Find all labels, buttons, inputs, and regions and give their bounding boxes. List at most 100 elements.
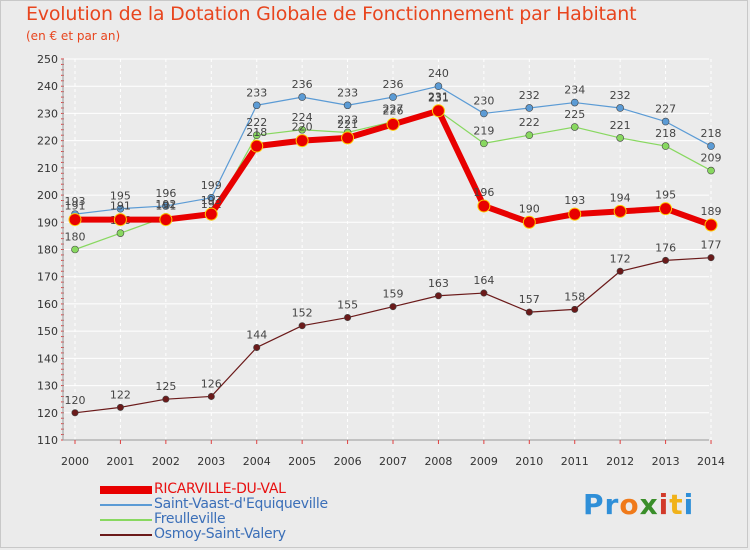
data-label: 199 xyxy=(201,179,222,192)
x-tick-label: 2014 xyxy=(697,455,725,468)
x-tick-label: 2007 xyxy=(379,455,407,468)
logo-letter: t xyxy=(669,488,684,521)
x-tick-label: 2009 xyxy=(470,455,498,468)
data-label: 221 xyxy=(610,119,631,132)
data-label: 120 xyxy=(65,394,86,407)
data-label: 222 xyxy=(246,116,267,129)
data-point xyxy=(252,131,261,139)
data-label: 193 xyxy=(201,194,222,207)
data-point xyxy=(704,218,718,232)
y-tick-label: 240 xyxy=(37,80,58,93)
data-point xyxy=(68,213,82,227)
data-label: 122 xyxy=(110,388,131,401)
data-label: 222 xyxy=(519,116,540,129)
data-point xyxy=(162,395,170,403)
data-label: 159 xyxy=(383,288,404,301)
data-label: 191 xyxy=(110,200,131,213)
data-point xyxy=(71,409,79,417)
x-tick-label: 2003 xyxy=(197,455,225,468)
y-tick-label: 230 xyxy=(37,107,58,120)
data-point xyxy=(250,139,264,153)
legend-swatch xyxy=(100,519,152,521)
data-point xyxy=(568,207,582,221)
x-tick-label: 2012 xyxy=(606,455,634,468)
data-label: 189 xyxy=(701,205,722,218)
data-label: 180 xyxy=(65,231,86,244)
data-label: 226 xyxy=(383,104,404,117)
data-label: 195 xyxy=(110,190,131,203)
data-label: 191 xyxy=(155,200,176,213)
data-label: 240 xyxy=(428,67,449,80)
y-tick-label: 160 xyxy=(37,298,58,311)
y-tick-label: 250 xyxy=(37,53,58,66)
data-point xyxy=(431,104,445,118)
y-tick-label: 210 xyxy=(37,162,58,175)
chart-title: Evolution de la Dotation Globale de Fonc… xyxy=(26,3,637,25)
logo-letter: P xyxy=(583,488,605,521)
legend-label: Saint-Vaast-d'Equiqueville xyxy=(154,496,328,512)
data-label: 231 xyxy=(428,91,449,104)
y-tick-label: 190 xyxy=(37,216,58,229)
data-point xyxy=(298,322,306,330)
data-label: 227 xyxy=(383,103,404,116)
data-label: 155 xyxy=(337,299,358,312)
x-tick-label: 2011 xyxy=(561,455,589,468)
y-tick-label: 220 xyxy=(37,135,58,148)
logo-letter: o xyxy=(619,488,640,521)
logo-letter: i xyxy=(683,488,695,521)
legend-swatch xyxy=(100,534,152,536)
data-label: 191 xyxy=(65,200,86,213)
data-point xyxy=(570,98,579,107)
data-point xyxy=(616,134,624,142)
series-osmoy-saint-valery: 120 122 125 126 144 152 155 159 163 164 157 158 172 1… xyxy=(65,239,722,417)
data-label: 164 xyxy=(473,274,494,287)
data-point xyxy=(434,292,442,300)
data-point xyxy=(522,215,536,229)
y-tick-label: 180 xyxy=(37,244,58,257)
data-point xyxy=(480,139,488,148)
logo-letter: i xyxy=(658,488,670,521)
data-label: 176 xyxy=(655,241,676,254)
data-point xyxy=(252,101,261,110)
data-point xyxy=(204,207,218,221)
data-label: 192 xyxy=(155,198,176,211)
data-label: 193 xyxy=(65,195,86,208)
logo-letter: r xyxy=(604,488,620,521)
y-tick-label: 170 xyxy=(37,271,58,284)
data-label: 223 xyxy=(337,113,358,126)
data-label: 227 xyxy=(655,103,676,116)
data-point xyxy=(159,213,173,227)
y-tick-label: 120 xyxy=(37,407,58,420)
data-point xyxy=(386,117,400,131)
x-tick-label: 2002 xyxy=(152,455,180,468)
y-tick-label: 140 xyxy=(37,352,58,365)
data-point xyxy=(616,104,624,112)
data-label: 224 xyxy=(292,111,313,124)
data-label: 220 xyxy=(292,121,313,134)
data-label: 234 xyxy=(564,84,585,97)
data-point xyxy=(661,117,670,126)
legend-swatch xyxy=(100,504,152,506)
data-point xyxy=(116,403,124,411)
x-tick-label: 2004 xyxy=(243,455,271,468)
y-tick-label: 130 xyxy=(37,380,58,393)
legend-label: Osmoy-Saint-Valery xyxy=(154,526,286,542)
data-label: 209 xyxy=(701,152,722,165)
data-point xyxy=(525,104,534,112)
series-saint-vaast-d-equiqueville: 193 195 196 199 233 236 233 236 240 230 232 234 232 2… xyxy=(65,67,722,218)
data-point xyxy=(525,308,533,316)
data-label: 196 xyxy=(155,187,176,200)
data-point xyxy=(71,245,79,254)
x-tick-label: 2005 xyxy=(288,455,316,468)
data-label: 218 xyxy=(246,126,267,139)
data-point xyxy=(207,193,216,202)
data-label: 158 xyxy=(564,290,585,303)
y-tick-label: 200 xyxy=(37,189,58,202)
data-label: 233 xyxy=(246,86,267,99)
data-point xyxy=(341,131,355,145)
data-point xyxy=(116,229,125,237)
data-label: 126 xyxy=(201,377,222,390)
data-point xyxy=(571,305,579,313)
